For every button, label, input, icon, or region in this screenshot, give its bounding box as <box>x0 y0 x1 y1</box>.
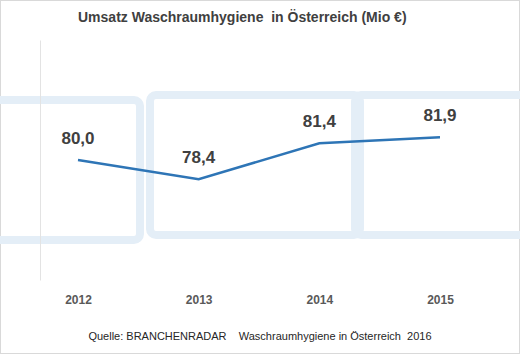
data-labels: 80,0 78,4 81,4 81,9 <box>61 106 456 167</box>
source-note: Quelle: BRANCHENRADAR Waschraumhygiene i… <box>88 330 431 342</box>
x-tick: 2013 <box>186 292 213 307</box>
data-label: 78,4 <box>182 148 216 167</box>
data-label: 80,0 <box>61 129 94 148</box>
x-axis-line <box>79 292 441 293</box>
x-tick: 2014 <box>306 292 333 307</box>
x-axis: 2012 2013 2014 2015 <box>65 292 454 307</box>
chart-svg: Umsatz Waschraumhygiene in Österreich (M… <box>0 0 520 354</box>
x-tick: 2012 <box>65 292 92 307</box>
chart-frame <box>1 1 520 354</box>
x-tick: 2015 <box>427 292 454 307</box>
plot-area <box>78 137 440 179</box>
data-label: 81,9 <box>423 106 456 125</box>
data-label: 81,4 <box>303 112 337 131</box>
data-line <box>78 137 440 179</box>
x-tick-label: 2014 <box>306 293 333 307</box>
background-panel <box>0 100 140 240</box>
x-tick-label: 2012 <box>65 293 92 307</box>
y-axis-line <box>40 41 41 281</box>
x-tick-label: 2015 <box>427 293 454 307</box>
background-decoration <box>0 95 520 240</box>
chart-title: Umsatz Waschraumhygiene in Österreich (M… <box>78 9 407 25</box>
background-panel <box>355 95 520 235</box>
y-axis <box>40 41 41 281</box>
x-tick-label: 2013 <box>186 293 213 307</box>
background-panel <box>150 95 360 235</box>
